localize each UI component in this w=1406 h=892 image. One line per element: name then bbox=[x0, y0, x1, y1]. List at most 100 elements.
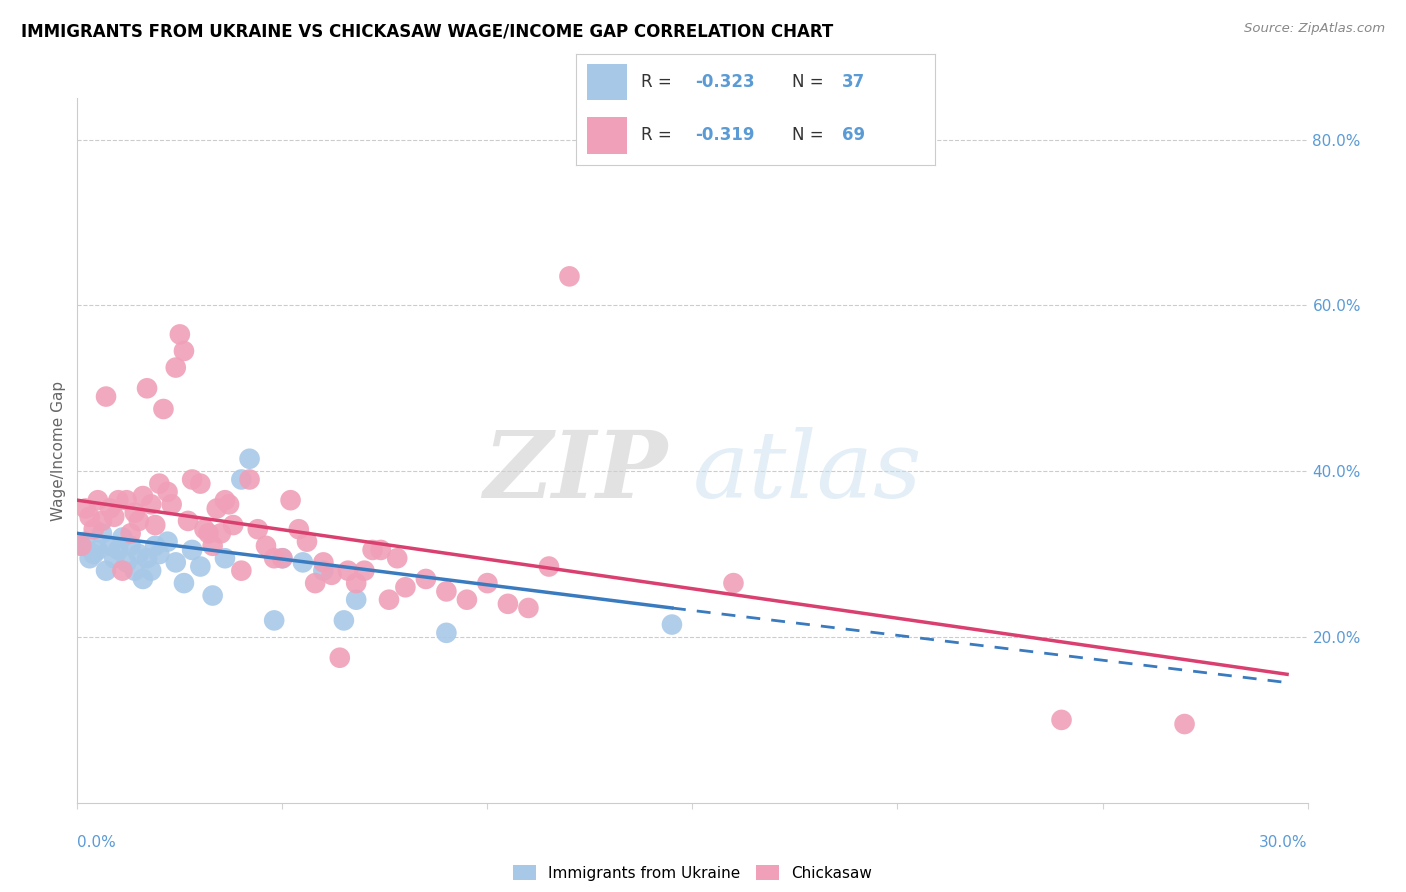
Point bbox=[79, 509, 101, 524]
Legend: Immigrants from Ukraine, Chickasaw: Immigrants from Ukraine, Chickasaw bbox=[508, 859, 877, 887]
Point bbox=[79, 551, 101, 566]
Point bbox=[271, 551, 294, 566]
Text: ZIP: ZIP bbox=[484, 426, 668, 516]
Bar bbox=[588, 117, 627, 154]
Point bbox=[107, 493, 129, 508]
Point bbox=[90, 526, 114, 541]
Point bbox=[128, 547, 150, 561]
Point bbox=[222, 518, 245, 533]
Text: 0.0%: 0.0% bbox=[77, 836, 117, 850]
Point bbox=[231, 473, 253, 487]
Point bbox=[103, 551, 125, 566]
Point bbox=[337, 564, 360, 578]
Text: N =: N = bbox=[792, 73, 828, 91]
Point bbox=[344, 592, 367, 607]
Point bbox=[280, 493, 302, 508]
Point bbox=[361, 543, 384, 558]
Point bbox=[111, 564, 134, 578]
Point bbox=[87, 493, 110, 508]
Point bbox=[214, 493, 236, 508]
Point bbox=[136, 381, 159, 395]
Point bbox=[436, 584, 458, 599]
Text: N =: N = bbox=[792, 127, 828, 145]
Point bbox=[70, 539, 93, 553]
Point bbox=[173, 576, 195, 591]
Point bbox=[214, 551, 236, 566]
Point bbox=[1174, 717, 1197, 731]
Point bbox=[111, 531, 134, 545]
Point bbox=[193, 522, 215, 536]
Point bbox=[201, 539, 224, 553]
Point bbox=[239, 451, 262, 466]
Point bbox=[321, 567, 343, 582]
Text: R =: R = bbox=[641, 127, 678, 145]
Point bbox=[70, 539, 93, 553]
Point bbox=[271, 551, 294, 566]
Point bbox=[128, 514, 150, 528]
Point bbox=[329, 650, 352, 665]
Point bbox=[141, 564, 163, 578]
Text: -0.319: -0.319 bbox=[695, 127, 754, 145]
Point bbox=[148, 476, 170, 491]
Point bbox=[197, 526, 219, 541]
Point bbox=[156, 534, 179, 549]
Text: R =: R = bbox=[641, 73, 678, 91]
Point bbox=[312, 555, 335, 569]
Point bbox=[188, 559, 212, 574]
Point bbox=[94, 564, 117, 578]
Point bbox=[661, 617, 683, 632]
Point bbox=[254, 539, 277, 553]
Point bbox=[496, 597, 519, 611]
Point bbox=[107, 543, 129, 558]
Point bbox=[387, 551, 409, 566]
Point bbox=[288, 522, 311, 536]
Point bbox=[124, 506, 146, 520]
Text: atlas: atlas bbox=[693, 426, 922, 516]
Point bbox=[173, 343, 195, 358]
Point bbox=[231, 564, 253, 578]
Text: 30.0%: 30.0% bbox=[1260, 836, 1308, 850]
Text: IMMIGRANTS FROM UKRAINE VS CHICKASAW WAGE/INCOME GAP CORRELATION CHART: IMMIGRANTS FROM UKRAINE VS CHICKASAW WAG… bbox=[21, 22, 834, 40]
Point bbox=[141, 497, 163, 511]
Point bbox=[98, 539, 121, 553]
Point bbox=[181, 543, 204, 558]
Point bbox=[115, 555, 138, 569]
Point bbox=[181, 473, 204, 487]
Point bbox=[103, 509, 125, 524]
Point bbox=[723, 576, 745, 591]
Point bbox=[517, 601, 540, 615]
Point bbox=[263, 551, 285, 566]
Point bbox=[246, 522, 269, 536]
Point bbox=[537, 559, 560, 574]
Point bbox=[333, 614, 356, 628]
Point bbox=[209, 526, 232, 541]
Point bbox=[75, 534, 97, 549]
Point bbox=[120, 539, 142, 553]
Point bbox=[152, 402, 174, 417]
Text: 37: 37 bbox=[842, 73, 865, 91]
Point bbox=[87, 543, 110, 558]
Point bbox=[94, 390, 117, 404]
Point bbox=[98, 501, 121, 516]
Point bbox=[477, 576, 499, 591]
Point bbox=[436, 625, 458, 640]
Point bbox=[205, 501, 228, 516]
Point bbox=[120, 526, 142, 541]
Y-axis label: Wage/Income Gap: Wage/Income Gap bbox=[51, 380, 66, 521]
Point bbox=[143, 518, 166, 533]
Point bbox=[169, 327, 191, 342]
Point bbox=[148, 547, 170, 561]
Point bbox=[201, 589, 224, 603]
Point bbox=[132, 572, 155, 586]
Point bbox=[394, 580, 416, 594]
Point bbox=[263, 614, 285, 628]
Point bbox=[143, 539, 166, 553]
Point bbox=[115, 493, 138, 508]
Point bbox=[1050, 713, 1073, 727]
Point bbox=[344, 576, 367, 591]
Point bbox=[295, 534, 318, 549]
Point bbox=[370, 543, 392, 558]
Point bbox=[558, 269, 581, 284]
Point bbox=[304, 576, 326, 591]
Point bbox=[378, 592, 401, 607]
